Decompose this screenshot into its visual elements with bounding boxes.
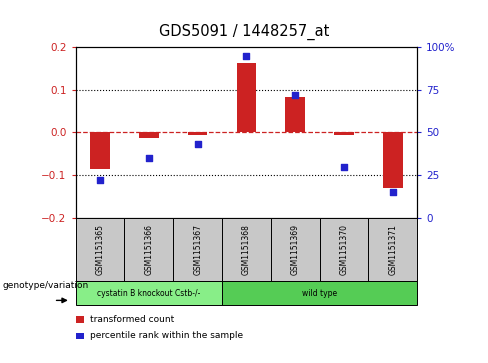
Text: genotype/variation: genotype/variation <box>2 281 89 290</box>
Bar <box>90 132 110 169</box>
Text: GSM1151367: GSM1151367 <box>193 224 202 275</box>
Text: GSM1151365: GSM1151365 <box>96 224 104 275</box>
Bar <box>188 132 207 135</box>
Text: transformed count: transformed count <box>90 315 175 324</box>
Text: GSM1151370: GSM1151370 <box>340 224 348 275</box>
Bar <box>285 97 305 132</box>
Text: percentile rank within the sample: percentile rank within the sample <box>90 331 244 340</box>
Bar <box>237 64 256 132</box>
Text: cystatin B knockout Cstb-/-: cystatin B knockout Cstb-/- <box>97 289 201 298</box>
Bar <box>139 132 159 138</box>
Text: GSM1151366: GSM1151366 <box>144 224 153 275</box>
Bar <box>383 132 403 188</box>
Point <box>340 164 348 170</box>
Point <box>291 92 299 98</box>
Point <box>145 155 153 161</box>
Text: GSM1151371: GSM1151371 <box>388 224 397 275</box>
Point <box>389 189 397 195</box>
Text: GSM1151369: GSM1151369 <box>291 224 300 275</box>
Point <box>194 142 202 147</box>
Point <box>243 53 250 58</box>
Bar <box>334 132 354 135</box>
Text: wild type: wild type <box>302 289 337 298</box>
Point <box>96 178 104 183</box>
Text: GSM1151368: GSM1151368 <box>242 224 251 275</box>
Text: GDS5091 / 1448257_at: GDS5091 / 1448257_at <box>159 24 329 40</box>
